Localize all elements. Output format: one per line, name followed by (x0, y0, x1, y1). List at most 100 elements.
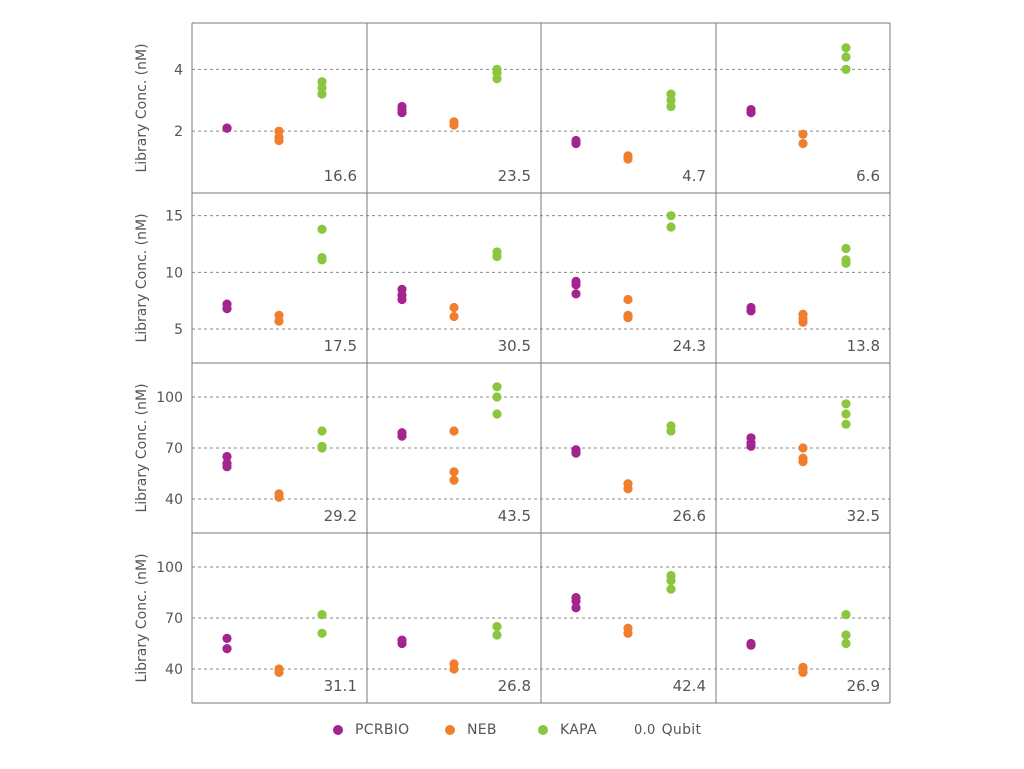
data-point-neb (449, 475, 459, 485)
data-point-pcrbio (571, 445, 581, 455)
data-point-neb (449, 659, 459, 669)
data-point-kapa (841, 243, 851, 254)
data-point-kapa (841, 255, 851, 265)
y-axis-label: Library Conc. (nM) (134, 213, 150, 342)
y-tick-label: 40 (165, 492, 183, 508)
y-tick-label: 5 (174, 322, 183, 338)
data-point-neb (623, 310, 633, 320)
data-point-kapa (841, 64, 851, 74)
legend-item-neb: NEB (445, 722, 497, 738)
data-point-pcrbio (746, 302, 756, 313)
data-point-neb (798, 443, 808, 453)
qubit-value: 13.8 (847, 337, 880, 355)
data-point-pcrbio (222, 299, 232, 309)
data-point-neb (274, 664, 284, 674)
data-point-kapa (317, 628, 327, 638)
data-point-pcrbio (397, 101, 407, 112)
qubit-value: 30.5 (498, 337, 531, 355)
data-point-neb (623, 294, 633, 305)
data-point-kapa (317, 77, 327, 87)
qubit-value: 16.6 (324, 167, 357, 185)
y-tick-label: 70 (165, 611, 183, 627)
legend-dot-kapa (538, 725, 548, 735)
legend: PCRBIO NEB KAPA 0.0 Qubit (0, 722, 1024, 744)
data-point-neb (798, 309, 808, 319)
data-point-kapa (666, 421, 676, 431)
data-point-kapa (317, 253, 327, 263)
qubit-value: 6.6 (856, 167, 880, 185)
y-tick-label: 100 (156, 560, 183, 576)
data-point-pcrbio (222, 451, 232, 462)
legend-label-qubit: Qubit (661, 722, 702, 738)
data-point-pcrbio (222, 458, 232, 468)
data-point-kapa (841, 419, 851, 429)
data-point-kapa (492, 630, 502, 640)
data-point-kapa (492, 64, 502, 74)
legend-qubit-sample: 0.0 (634, 722, 656, 738)
data-point-neb (449, 302, 459, 313)
data-point-pcrbio (397, 635, 407, 645)
data-point-neb (623, 151, 633, 161)
data-point-kapa (492, 392, 502, 402)
data-point-neb (798, 662, 808, 672)
qubit-value: 24.3 (673, 337, 706, 355)
legend-item-pcrbio: PCRBIO (333, 722, 410, 738)
y-axis-label: Library Conc. (nM) (134, 553, 150, 682)
data-point-neb (623, 479, 633, 489)
data-point-kapa (666, 222, 676, 232)
data-point-pcrbio (571, 593, 581, 603)
data-point-kapa (492, 382, 502, 392)
data-point-neb (798, 453, 808, 463)
data-point-pcrbio (222, 633, 232, 644)
data-point-neb (274, 126, 284, 136)
legend-item-qubit: 0.0 Qubit (634, 722, 701, 738)
data-point-pcrbio (397, 284, 407, 294)
data-point-kapa (841, 52, 851, 62)
qubit-value: 32.5 (847, 507, 880, 525)
y-tick-label: 15 (165, 209, 183, 225)
legend-label-pcrbio: PCRBIO (355, 722, 410, 738)
data-point-kapa (841, 409, 851, 419)
data-point-kapa (317, 441, 327, 451)
y-axis-label: Library Conc. (nM) (134, 43, 150, 172)
qubit-value: 4.7 (682, 167, 706, 185)
data-point-pcrbio (222, 644, 232, 654)
data-point-neb (449, 311, 459, 322)
data-point-kapa (492, 247, 502, 257)
qubit-value: 26.6 (673, 507, 706, 525)
data-point-kapa (841, 399, 851, 409)
legend-dot-neb (445, 725, 455, 735)
data-point-kapa (841, 630, 851, 640)
data-point-neb (623, 623, 633, 633)
data-point-pcrbio (397, 428, 407, 438)
legend-label-neb: NEB (467, 722, 497, 738)
data-point-pcrbio (746, 433, 756, 443)
qubit-value: 42.4 (673, 677, 706, 695)
y-tick-label: 2 (174, 124, 183, 140)
data-point-neb (274, 310, 284, 320)
data-point-kapa (666, 584, 676, 594)
data-point-kapa (841, 43, 851, 53)
qubit-value: 23.5 (498, 167, 531, 185)
legend-dot-pcrbio (333, 725, 343, 735)
data-point-kapa (317, 426, 327, 436)
data-point-kapa (666, 211, 676, 221)
data-point-neb (449, 467, 459, 477)
qubit-value: 26.8 (498, 677, 531, 695)
data-point-neb (449, 426, 459, 436)
y-tick-label: 70 (165, 441, 183, 457)
qubit-value: 29.2 (324, 507, 357, 525)
data-point-kapa (841, 610, 851, 620)
data-point-kapa (841, 638, 851, 649)
data-point-kapa (492, 621, 502, 632)
data-point-neb (798, 129, 808, 139)
data-point-pcrbio (571, 603, 581, 613)
data-point-pcrbio (571, 276, 581, 286)
data-point-neb (798, 138, 808, 149)
data-point-kapa (317, 610, 327, 620)
qubit-value: 43.5 (498, 507, 531, 525)
data-point-pcrbio (746, 104, 756, 115)
legend-item-kapa: KAPA (538, 722, 597, 738)
y-axis-label: Library Conc. (nM) (134, 383, 150, 512)
